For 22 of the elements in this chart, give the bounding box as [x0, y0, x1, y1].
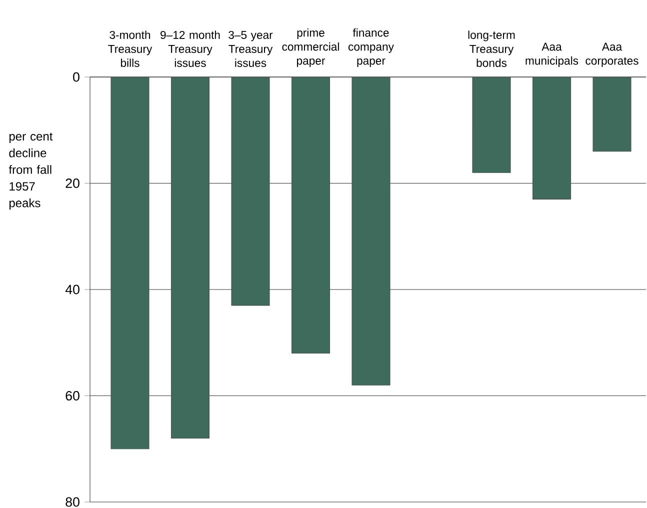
bar: [170, 77, 210, 439]
bar: [291, 77, 330, 354]
y-tick-label: 80: [66, 497, 80, 507]
bar: [352, 77, 390, 386]
x-tick-label: Aaa corporates: [586, 42, 638, 67]
y-tick-label: 20: [66, 178, 80, 188]
y-tick-label: 0: [73, 72, 80, 82]
x-tick-label: 3–5 year Treasury issues: [228, 30, 273, 67]
y-tick-label: 60: [66, 391, 80, 400]
x-tick-label: finance company paper: [348, 28, 394, 67]
x-tick-label: Aaa municipals: [526, 42, 578, 67]
bar: [472, 77, 511, 173]
x-tick-label: 3-month Treasury bills: [108, 30, 152, 67]
x-tick-label: 9–12 month Treasury issues: [160, 30, 220, 67]
bar: [532, 77, 572, 200]
x-tick-label: prime commercial paper: [282, 28, 339, 67]
bar: [110, 77, 150, 450]
bar: [231, 77, 270, 306]
bar: [592, 77, 632, 152]
x-tick-label: long-term Treasury bonds: [468, 30, 515, 67]
y-tick-label: 40: [65, 284, 80, 294]
y-axis-title: per cent decline from fall 1957 peaks: [8, 132, 53, 210]
